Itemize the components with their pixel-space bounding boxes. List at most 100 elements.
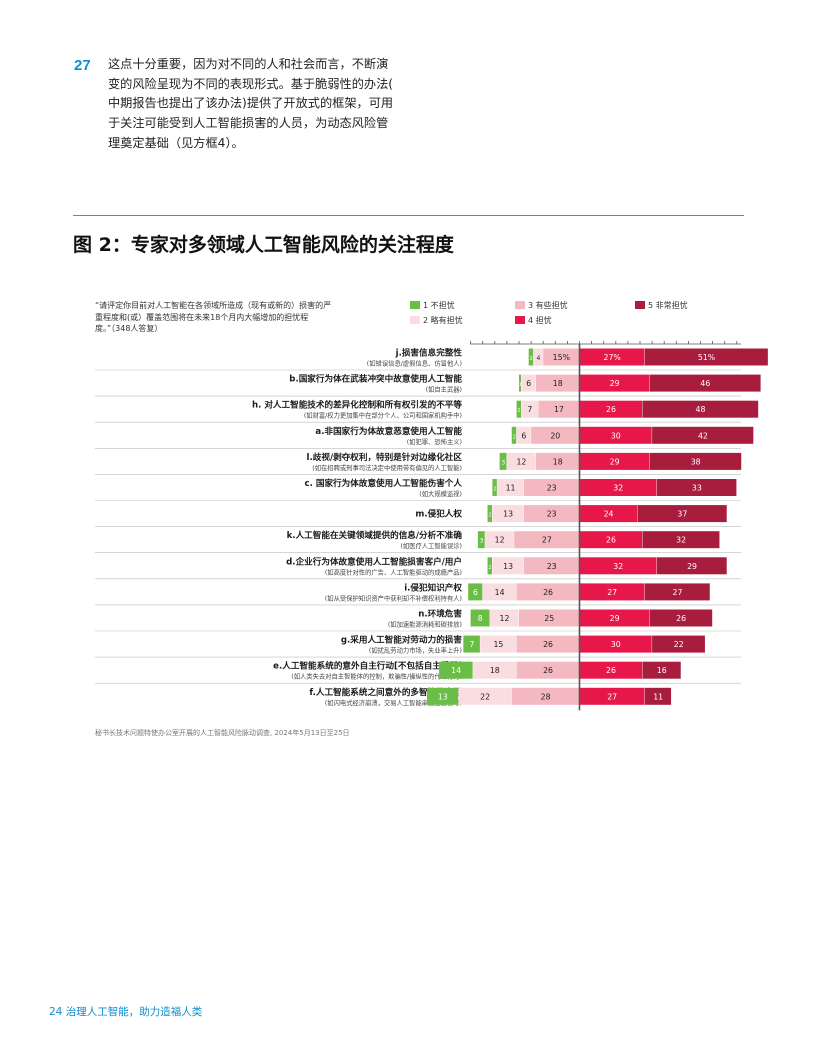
data-label: 15	[493, 640, 503, 649]
data-label: 29	[610, 614, 620, 623]
data-label: 2	[530, 356, 533, 362]
data-label: 13	[503, 562, 513, 571]
data-label: 13	[438, 692, 448, 701]
category-sublabel: (如加速能源消耗和碳排放)	[388, 620, 462, 629]
bar-segment	[521, 400, 538, 418]
bar-segment	[516, 583, 580, 601]
category-label: h. 对人工智能技术的差异化控制和所有权引发的不平等	[252, 399, 462, 411]
category-sublabel: (如医疗人工智能误诊)	[400, 541, 462, 550]
bar-segment	[642, 400, 759, 418]
category-sublabel: (如高度针对性的广告、人工智能驱动的成瘾产品)	[325, 567, 462, 576]
bar-segment	[487, 505, 492, 523]
bar-segment	[579, 479, 657, 496]
data-label: 22	[480, 692, 490, 701]
bar-segment	[516, 661, 580, 679]
question-line: 度。”（348人答复）	[95, 324, 163, 333]
bar-segment	[656, 557, 727, 575]
data-label: 13	[503, 510, 513, 519]
bar-segment	[470, 609, 490, 627]
data-label: 3	[501, 459, 505, 466]
data-label: 24	[604, 510, 614, 519]
data-label: 6	[473, 588, 478, 597]
bar-segment	[473, 661, 517, 679]
data-label: 33	[692, 484, 702, 493]
data-label: 27%	[603, 353, 620, 362]
category-label: a.非国家行为体故意恶意使用人工智能	[315, 425, 462, 437]
data-label: 12	[500, 614, 510, 623]
data-label: 23	[547, 510, 557, 519]
bar-segment	[519, 374, 522, 392]
category-sublabel: (如错误信息/虚假信息、仿冒他人)	[367, 359, 462, 368]
data-label: 32	[676, 536, 686, 545]
data-label: 18	[553, 379, 563, 388]
bar-segment	[521, 374, 536, 392]
data-label: 32	[613, 484, 623, 493]
figure-title: 图 2：专家对多领域人工智能风险的关注程度	[73, 234, 454, 256]
source-note: 秘书长技术问题特使办公室开展的人工智能风险脉动调查, 2024年5月13日至25…	[95, 729, 350, 737]
legend-item-4: 4 担忧	[515, 315, 552, 326]
data-label: 29	[687, 562, 697, 571]
section-divider	[73, 215, 744, 216]
data-label: 26	[676, 614, 686, 623]
paragraph-line: 理奠定基础（见方框4）。	[108, 135, 244, 150]
data-label: 14	[495, 588, 505, 597]
legend-item-3: 3 有些担忧	[515, 300, 568, 311]
bar-segment	[579, 452, 650, 470]
data-label: 25	[544, 614, 554, 623]
bar-segment	[492, 479, 497, 496]
bar-segment	[499, 452, 507, 470]
bar-segment	[579, 505, 638, 523]
bar-segment	[656, 479, 737, 496]
category-sublabel: (如犯罪、恐怖主义)	[407, 437, 462, 446]
data-label: 48	[696, 405, 706, 414]
category-sublabel: (如人类失去对自主智能体的控制，欺骗性/操纵性的代理行为)	[291, 672, 462, 681]
legend-swatch	[410, 316, 420, 324]
data-label: 42	[698, 431, 708, 440]
question-line: “请评定你目前对人工智能在各领域所造成（现有或新的）损害的严	[95, 301, 332, 310]
data-label: 6	[521, 431, 526, 440]
bar-segment	[652, 426, 754, 444]
data-label: 12	[495, 536, 505, 545]
data-label: 14	[451, 666, 461, 675]
data-label: 28	[541, 692, 551, 701]
bar-segment	[579, 661, 643, 679]
bar-segment	[523, 505, 580, 523]
category-sublabel: (如在招聘或刑事司法决定中使用带有偏见的人工智能)	[312, 463, 462, 472]
bar-segment	[468, 583, 483, 601]
legend-label: 5 非常担忧	[648, 301, 688, 310]
data-label: 32	[613, 562, 623, 571]
data-label: 26	[543, 666, 553, 675]
legend-swatch	[635, 301, 645, 309]
bar-segment	[463, 635, 480, 653]
bar-segment	[516, 400, 522, 418]
legend-item-2: 2 略有担忧	[410, 315, 463, 326]
bar-segment	[516, 635, 580, 653]
bar-segment	[487, 557, 492, 575]
data-label: 29	[610, 379, 620, 388]
legend-label: 4 担忧	[528, 316, 552, 325]
data-label: 51%	[698, 353, 715, 362]
data-label: 27	[607, 588, 617, 597]
category-sublabel: (如扰乱劳动力市场，失业率上升)	[369, 646, 462, 655]
bar-segment	[511, 687, 580, 705]
bar-segment	[506, 452, 536, 470]
category-label: n.环境危害	[418, 608, 462, 620]
legend-item-1: 1 不担忧	[410, 300, 455, 311]
bar-segment	[535, 452, 580, 470]
data-label: 30	[611, 640, 621, 649]
survey-question: “请评定你目前对人工智能在各领域所造成（现有或新的）损害的严 重程度和(或）覆盖…	[95, 300, 400, 335]
data-label: 26	[606, 405, 616, 414]
category-label: i.侵犯知识产权	[404, 581, 462, 593]
bar-segment	[652, 635, 705, 653]
bar-segment	[637, 505, 727, 523]
bar-segment	[649, 609, 713, 627]
category-label: j.损害信息完整性	[395, 347, 463, 359]
data-label: 22	[674, 640, 684, 649]
bar-segment	[579, 583, 645, 601]
bar-segment	[535, 374, 580, 392]
bar-segment	[579, 348, 645, 366]
data-label: 26	[543, 588, 553, 597]
paragraph-line: 这点十分重要，因为对不同的人和社会而言，不断演	[108, 57, 389, 71]
bar-segment	[427, 687, 459, 705]
